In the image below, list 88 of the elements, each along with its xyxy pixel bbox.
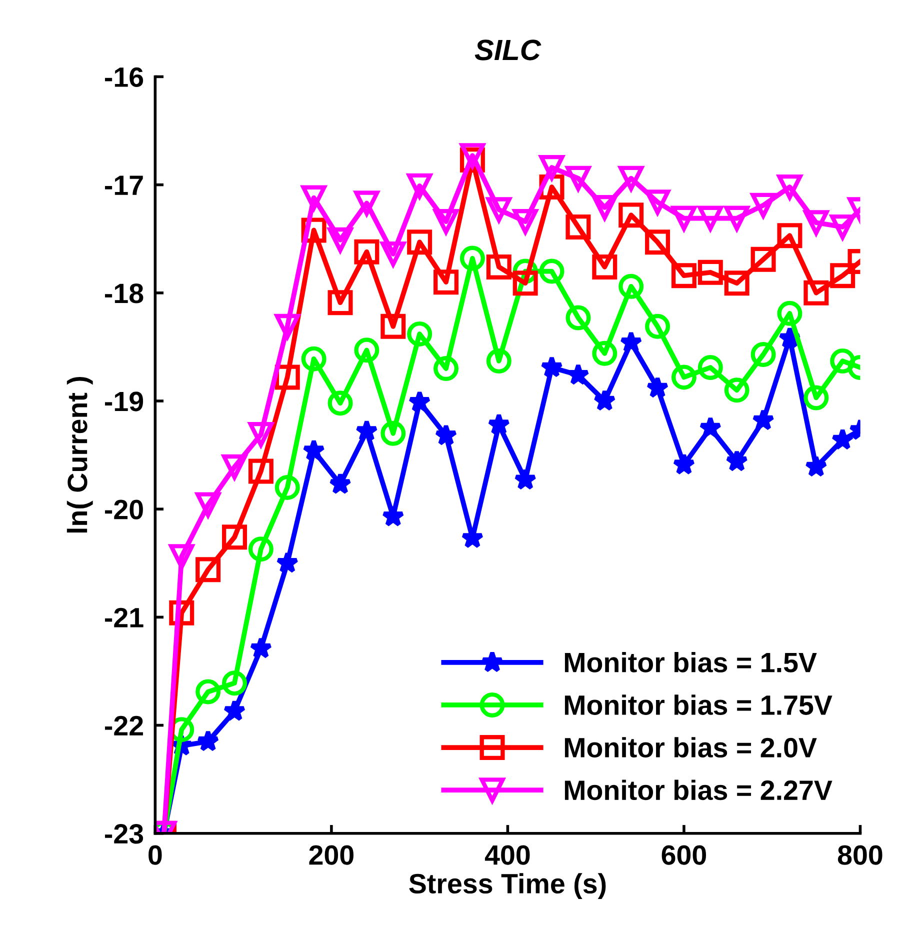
point [355,419,378,442]
point [540,356,564,378]
point [698,260,723,285]
y-tick-label: -17 [105,176,143,195]
y-tick-label: -23 [105,824,144,844]
point [486,348,512,374]
point [592,254,618,280]
legend-label: Monitor bias = 1.5V [564,652,817,672]
x-tick-label: 800 [838,845,882,865]
point [699,416,722,438]
point [301,346,326,372]
y-tick-label: -16 [105,67,144,88]
point [672,452,696,475]
point [222,670,247,696]
point [488,412,510,435]
y-tick-label: -22 [105,716,143,736]
point [434,424,458,446]
point [196,557,221,582]
point [645,314,670,339]
point [354,338,380,363]
point [514,468,537,490]
point [460,246,485,271]
point [274,474,300,500]
point [223,699,246,722]
point [434,356,459,382]
point [831,428,854,450]
x-tick-label: 400 [484,845,530,865]
point [250,636,272,658]
point [724,378,750,403]
point [752,408,775,430]
x-tick-label: 200 [309,845,354,865]
point [248,458,274,484]
point [618,274,644,299]
point [512,270,538,296]
point [539,258,564,284]
point [380,420,406,446]
point [804,455,828,477]
point [486,254,512,280]
point [461,526,484,548]
point [592,340,618,366]
point [302,438,326,461]
point [408,390,431,412]
chart-title: SILC [474,40,542,60]
point [777,300,802,326]
legend-label: Monitor bias = 2.0V [564,737,817,758]
point [593,389,616,411]
point [620,330,642,353]
point [328,390,353,416]
y-tick-label: -19 [105,392,144,412]
point [671,364,696,390]
point [566,305,591,330]
point [248,536,274,562]
point [566,214,591,240]
y-axis-title: ln( Current ) [66,376,93,533]
point [645,230,670,255]
point [196,730,220,752]
legend-label: Monitor bias = 2.27V [564,780,832,800]
point [407,321,432,346]
x-axis-title: Stress Time (s) [409,873,606,900]
x-tick-label: 0 [148,845,162,865]
point [830,348,856,374]
point [671,263,696,288]
point [646,376,669,398]
point [698,354,723,380]
point [276,551,299,574]
point [222,524,247,550]
point [328,290,353,316]
point [724,270,750,296]
point [407,230,432,255]
point [354,239,380,264]
point [618,202,644,228]
point [804,385,829,410]
x-tick-label: 600 [662,845,706,865]
point [750,342,776,368]
y-tick-label: -21 [105,608,144,628]
point [750,246,776,272]
point [196,679,221,704]
point [804,280,829,306]
legend-label: Monitor bias = 1.75V [564,694,832,715]
point [328,472,352,494]
point [830,263,856,288]
point [380,314,406,339]
point [726,450,748,472]
y-tick-label: -20 [105,500,143,520]
point [777,223,802,248]
y-tick-label: -18 [105,284,144,304]
point [382,504,404,527]
point [434,270,459,295]
